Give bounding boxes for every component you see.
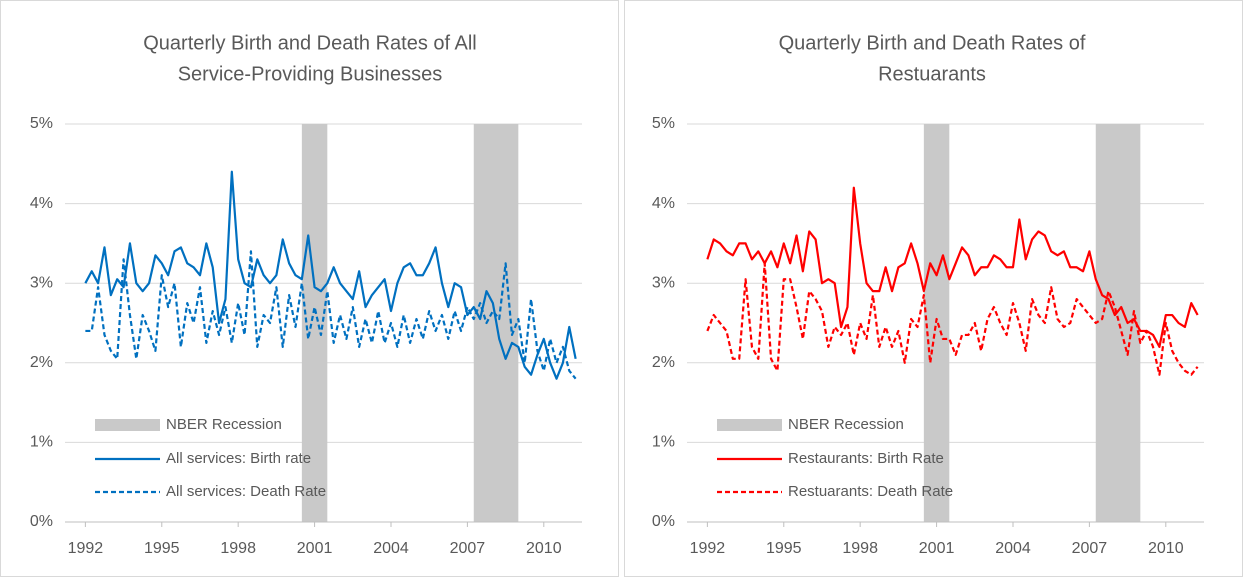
x-tick-label: 2004 [373,540,409,557]
y-tick-label: 2% [30,354,53,371]
y-tick-label: 2% [652,354,675,371]
y-tick-label: 3% [652,274,675,291]
x-tick-label: 2007 [1072,540,1108,557]
x-tick-label: 1992 [68,540,104,557]
x-tick-label: 1998 [842,540,878,557]
chart-title: Quarterly Birth and Death Rates of All [143,32,477,54]
x-tick-label: 2001 [919,540,955,557]
y-tick-label: 0% [30,513,53,530]
chart-panel: Quarterly Birth and Death Rates of All Se… [30,32,582,557]
chart-title: Quarterly Birth and Death Rates of [779,32,1086,54]
chart-panel: Quarterly Birth and Death Rates of Restua… [652,32,1204,557]
legend-label: Restaurants: Birth Rate [788,450,944,467]
y-tick-label: 1% [652,434,675,451]
x-tick-label: 1995 [766,540,802,557]
x-tick-label: 1998 [220,540,256,557]
y-tick-label: 5% [652,115,675,132]
y-tick-label: 3% [30,274,53,291]
series-line [84,170,577,380]
legend-label: All services: Death Rate [166,483,326,500]
y-tick-label: 0% [652,513,675,530]
series-line [706,262,1199,376]
x-tick-label: 2001 [297,540,333,557]
series-line [85,250,577,380]
legend-swatch [717,419,782,431]
x-tick-label: 2010 [1148,540,1184,557]
x-tick-label: 2007 [450,540,486,557]
y-tick-label: 4% [652,195,675,212]
recession-band [1095,124,1141,522]
x-tick-label: 1992 [690,540,726,557]
y-tick-label: 1% [30,434,53,451]
chart-title: Restuarants [878,63,986,85]
x-tick-label: 2010 [526,540,562,557]
legend-label: Restuarants: Death Rate [788,483,953,500]
x-tick-label: 1995 [144,540,180,557]
y-tick-label: 4% [30,195,53,212]
legend-label: NBER Recession [788,416,904,433]
legend-swatch [95,419,160,431]
series-line [706,186,1199,348]
y-tick-label: 5% [30,115,53,132]
recession-band [923,124,950,522]
x-tick-label: 2004 [995,540,1031,557]
chart-title: Service-Providing Businesses [178,63,443,85]
legend-label: NBER Recession [166,416,282,433]
legend-label: All services: Birth rate [166,450,311,467]
recession-band [301,124,328,522]
